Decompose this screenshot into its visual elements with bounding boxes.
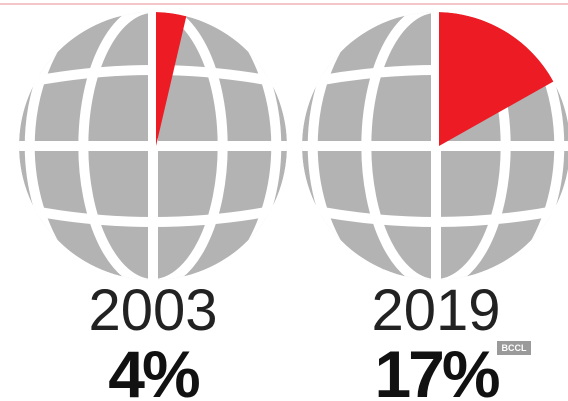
globe <box>302 12 568 280</box>
globe <box>19 12 287 280</box>
year-label: 2003 <box>88 278 217 343</box>
watermark-bg <box>497 341 531 355</box>
watermark: BCCL <box>502 343 527 353</box>
parallel <box>19 203 287 227</box>
parallel <box>302 203 568 227</box>
meridian <box>307 12 565 280</box>
pie-slice <box>156 12 187 146</box>
year-label: 2019 <box>371 278 500 343</box>
meridian <box>78 12 228 280</box>
meridian <box>361 12 511 280</box>
pie-slice <box>439 12 554 146</box>
value-label: 4% <box>108 337 199 401</box>
meridian <box>24 12 282 280</box>
value-label: 17% <box>374 337 498 401</box>
parallel <box>19 65 287 89</box>
